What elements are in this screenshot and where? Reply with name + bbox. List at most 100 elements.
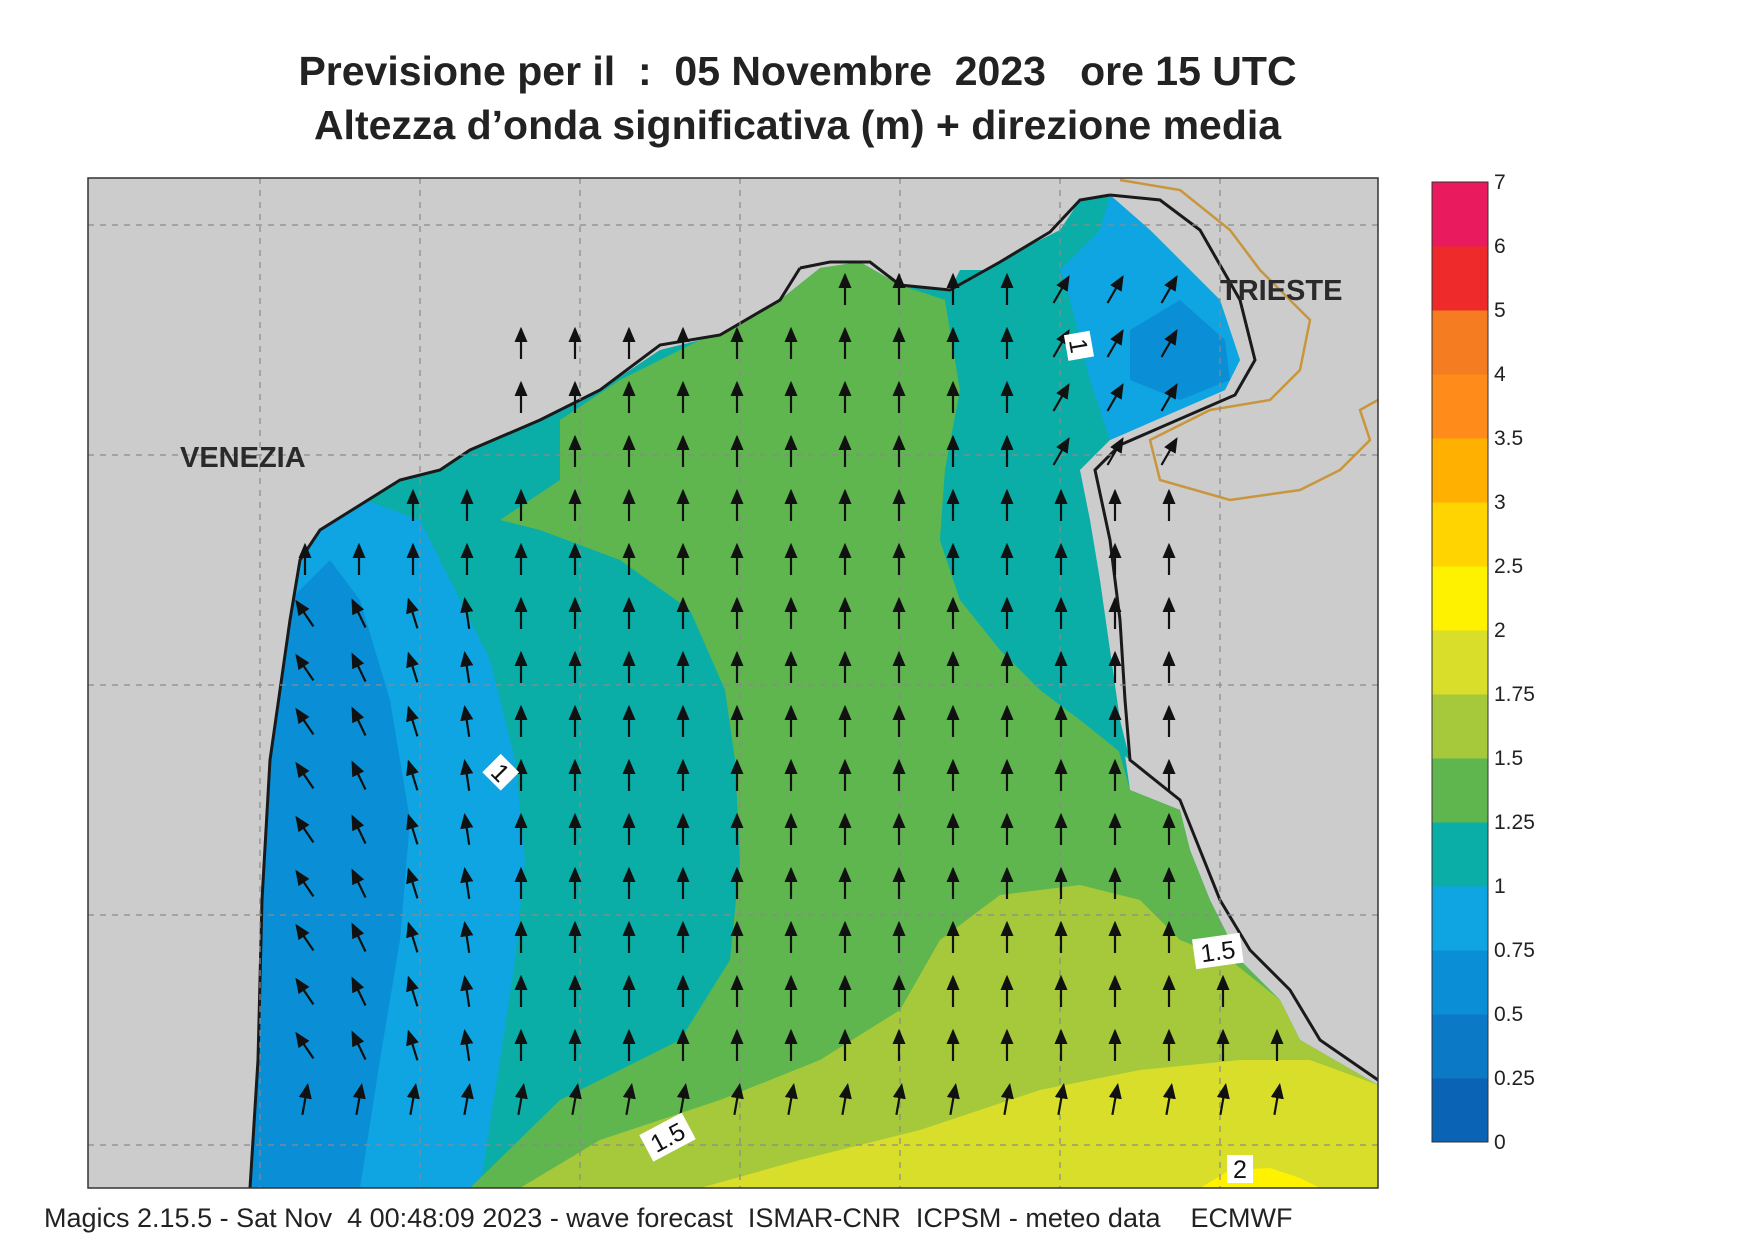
wave-arrow <box>460 651 474 683</box>
wave-arrow <box>352 1083 366 1115</box>
legend-tick-label: 0.75 <box>1494 939 1535 962</box>
color-legend: 0 0.25 0.5 0.75 1 1.25 1.5 1.75 2 2.5 3 3.5 4 5 6 7 <box>1431 171 1535 1154</box>
legend-tick-label: 1.5 <box>1494 747 1523 770</box>
wave-arrow <box>295 923 315 952</box>
svg-text:1.5: 1.5 <box>1199 936 1237 969</box>
wave-arrow <box>460 759 474 791</box>
wave-arrow <box>295 761 315 790</box>
wave-arrow <box>295 977 315 1006</box>
wave-arrow <box>351 922 367 952</box>
wave-arrow <box>406 813 419 845</box>
wave-arrow <box>730 1083 744 1115</box>
legend-swatch <box>1432 566 1488 631</box>
legend-swatch <box>1432 822 1488 887</box>
legend-swatch <box>1432 246 1488 311</box>
national-border <box>1119 178 1378 502</box>
wave-arrow <box>351 1030 367 1060</box>
wave-arrow <box>1106 383 1124 412</box>
wave-arrow <box>1108 1083 1122 1115</box>
legend-tick-label: 1.25 <box>1494 811 1535 834</box>
legend-tick-label: 7 <box>1494 171 1506 194</box>
wave-arrow <box>351 976 367 1006</box>
legend-tick-label: 0.5 <box>1494 1003 1523 1026</box>
wave-direction-arrows <box>295 272 1284 1115</box>
footer-credits: Magics 2.15.5 - Sat Nov 4 00:48:09 2023 … <box>44 1203 1293 1233</box>
legend-frame <box>1431 181 1489 1143</box>
wave-arrow <box>514 1083 528 1115</box>
legend-swatch <box>1432 438 1488 503</box>
wave-arrow <box>460 975 474 1007</box>
wave-arrow <box>568 1083 582 1115</box>
wave-arrow <box>351 598 367 628</box>
legend-tick-label: 4 <box>1494 363 1506 386</box>
wave-arrow <box>406 1083 420 1115</box>
legend-swatch <box>1432 694 1488 759</box>
legend-tick-label: 1 <box>1494 875 1506 898</box>
map-area: 1 1 1.5 1.5 2 VENEZIA TRIESTE <box>88 178 1378 1188</box>
wave-arrow <box>1106 275 1124 304</box>
legend-swatch <box>1432 374 1488 439</box>
legend-swatch <box>1432 182 1488 247</box>
wave-arrow <box>838 1083 852 1115</box>
wave-arrow <box>351 814 367 844</box>
legend-swatch <box>1432 310 1488 375</box>
wave-arrow <box>351 706 367 736</box>
legend-tick-label: 5 <box>1494 299 1506 322</box>
wave-arrow <box>1000 1083 1014 1115</box>
wave-arrow <box>406 1029 419 1061</box>
wave-arrow <box>351 868 367 898</box>
contour-label-1-ne: 1 <box>1063 330 1095 361</box>
wave-arrow <box>351 652 367 682</box>
legend-tick-label: 1.75 <box>1494 683 1535 706</box>
legend-swatch <box>1432 502 1488 567</box>
legend-swatch <box>1432 630 1488 695</box>
legend-swatch <box>1432 1078 1488 1143</box>
wave-arrow <box>1052 437 1070 466</box>
wave-arrow <box>1106 329 1124 358</box>
map-frame <box>87 177 1379 1189</box>
wave-arrow <box>460 705 474 737</box>
legend-tick-label: 0.25 <box>1494 1067 1535 1090</box>
legend-tick-label: 3.5 <box>1494 427 1523 450</box>
legend-swatch <box>1432 1014 1488 1079</box>
wave-arrow <box>351 760 367 790</box>
sea-band-05-075-ne <box>1130 300 1230 400</box>
wave-arrow <box>295 869 315 898</box>
legend-tick-label: 2 <box>1494 619 1506 642</box>
sea-band-175-2 <box>700 1060 1378 1188</box>
wave-arrow <box>1160 329 1178 358</box>
wave-arrow <box>1160 383 1178 412</box>
coastline-east <box>1093 193 1378 1082</box>
wave-arrow <box>460 597 474 629</box>
svg-text:2: 2 <box>1233 1156 1247 1184</box>
legend-tick-label: 3 <box>1494 491 1506 514</box>
wave-arrow <box>460 921 474 953</box>
wave-arrow <box>1216 1083 1230 1115</box>
place-label-trieste: TRIESTE <box>1220 275 1342 307</box>
sea-band-05-075-west <box>250 560 410 1188</box>
legend-tick-label: 2.5 <box>1494 555 1523 578</box>
svg-text:1: 1 <box>1063 337 1093 356</box>
place-label-venezia: VENEZIA <box>180 442 306 474</box>
sea-band-1-125-ne <box>940 270 1130 760</box>
wave-arrow <box>406 975 419 1007</box>
wave-arrow <box>460 867 474 899</box>
legend-swatch <box>1432 886 1488 951</box>
wave-arrow <box>1054 1083 1068 1115</box>
wave-arrow <box>295 707 315 736</box>
wave-arrow <box>1270 1083 1284 1115</box>
wave-arrow <box>784 1083 798 1115</box>
wave-arrow <box>406 867 419 899</box>
wave-arrow <box>406 921 419 953</box>
wave-arrow <box>295 1031 315 1060</box>
wave-arrow <box>1160 437 1178 466</box>
wave-arrow <box>892 1083 906 1115</box>
wave-arrow <box>1160 275 1178 304</box>
wave-arrow <box>295 815 315 844</box>
title-line-1: Previsione per il : 05 Novembre 2023 ore… <box>298 48 1297 94</box>
wave-arrow <box>946 1083 960 1115</box>
wave-arrow <box>460 813 474 845</box>
legend-swatch <box>1432 758 1488 823</box>
wave-arrow <box>1162 1083 1176 1115</box>
